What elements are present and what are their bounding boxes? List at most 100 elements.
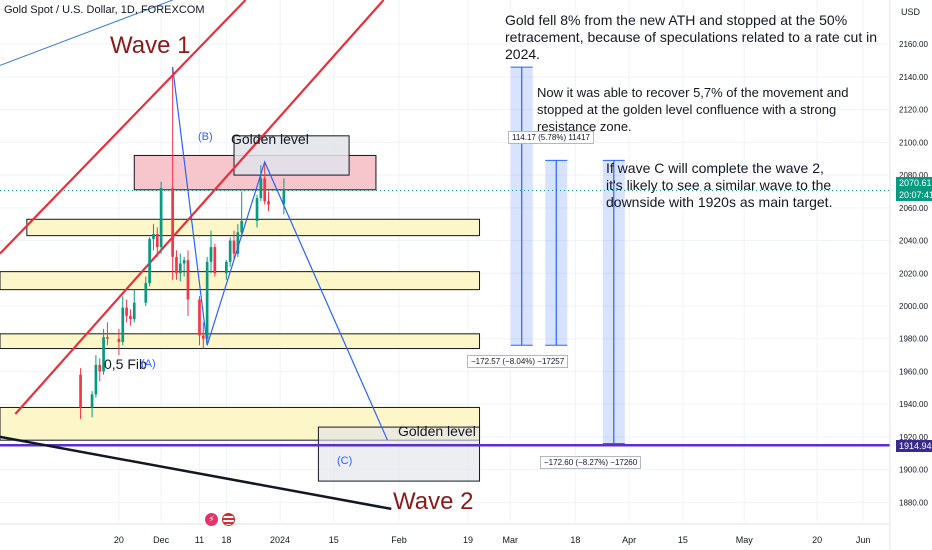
time-tick-label: 20 <box>812 535 822 545</box>
trendline-upper <box>0 0 247 255</box>
price-tick-label: 2080.00 <box>899 171 928 180</box>
candle-body <box>94 364 98 395</box>
time-tick-label: Jun <box>856 535 871 545</box>
measurement-label-1: 114.17 (5.78%) 11417 <box>508 131 594 144</box>
candle-body <box>117 338 121 342</box>
candle-body <box>152 234 155 239</box>
trendline-lower <box>14 0 385 415</box>
time-tick-label: Apr <box>622 535 636 545</box>
measurement-label-3: −172.60 (−8.27%) −17260 <box>540 456 642 469</box>
wave-lines <box>172 67 389 441</box>
candle-body <box>232 240 236 254</box>
candle-body <box>178 263 182 274</box>
candle-body <box>259 178 263 198</box>
price-tick-label: 2040.00 <box>899 237 928 246</box>
us-flag-icon[interactable] <box>222 513 235 526</box>
candle-body <box>175 256 178 274</box>
price-tick-label: 2140.00 <box>899 73 928 82</box>
support-zone-1975 <box>0 333 481 350</box>
golden-level-label-lower: Golden level <box>398 423 476 439</box>
price-tick-label: 1960.00 <box>899 367 928 376</box>
time-tick-label: 20 <box>114 535 124 545</box>
golden-level-box-upper <box>233 135 350 176</box>
price-tick-label: 1880.00 <box>899 498 928 507</box>
time-tick-label: 18 <box>221 535 231 545</box>
trendline-black <box>0 435 392 511</box>
price-tick-label: 1900.00 <box>899 466 928 475</box>
candle-body <box>209 247 213 262</box>
target-price-tag: 1914.94 <box>896 440 932 452</box>
candle-body <box>182 260 186 264</box>
time-tick-label: May <box>736 535 754 545</box>
candle-body <box>79 374 82 408</box>
price-tick-label: 2120.00 <box>899 106 928 115</box>
candle-body <box>263 178 267 202</box>
trendline-blue <box>0 0 173 66</box>
price-tick-label: 2000.00 <box>899 302 928 311</box>
chart-title: Gold Spot / U.S. Dollar, 1D, FOREXCOM <box>4 4 205 16</box>
zones <box>0 135 890 482</box>
price-axis-bg <box>890 0 932 550</box>
candle-body <box>255 198 259 221</box>
time-tick-label: 19 <box>463 535 473 545</box>
candle-body <box>148 238 151 284</box>
time-axis: 20 Dec 11 18 2024 15 Feb 19 Mar 18 Apr 15 May 20 Jun <box>0 523 890 545</box>
candle-body <box>267 201 270 205</box>
candle-body <box>155 234 159 248</box>
price-tick-label: 2020.00 <box>899 269 928 278</box>
candle-body <box>98 364 102 372</box>
price-tick-label: 2160.00 <box>899 40 928 49</box>
price-tick-label: 2060.00 <box>899 204 928 213</box>
time-tick-label: 2024 <box>270 535 290 545</box>
time-tick-label: 15 <box>329 535 339 545</box>
candle-body <box>121 307 125 342</box>
candle-body <box>198 299 201 336</box>
wave-point-a: (A) <box>141 358 156 370</box>
annotation-note-2: Now it was able to recover 5,7% of the m… <box>537 85 849 134</box>
candle-body <box>132 302 136 320</box>
time-tick-label: Mar <box>502 535 518 545</box>
wave-point-c: (C) <box>337 455 353 467</box>
candle-body <box>171 188 174 257</box>
support-zone-2048 <box>26 218 481 237</box>
annotation-note-1: Gold fell 8% from the new ATH and stoppe… <box>505 12 877 62</box>
price-tick-label: 1980.00 <box>899 335 928 344</box>
time-tick-label: 15 <box>678 535 688 545</box>
support-zone-2015 <box>0 271 481 291</box>
time-tick-label: 18 <box>570 535 580 545</box>
candle-body <box>228 240 232 262</box>
price-tick-label: 2100.00 <box>899 138 928 147</box>
candle-body <box>125 307 128 316</box>
time-tick-label: Dec <box>153 535 170 545</box>
wave-2-label: Wave 2 <box>393 488 474 515</box>
golden-level-box-lower <box>317 426 481 482</box>
candle-body <box>186 260 190 300</box>
measurement-label-2: −172.57 (−8.04%) −17257 <box>467 355 569 368</box>
candle-body <box>236 232 240 254</box>
time-tick-label: 11 <box>195 535 204 545</box>
price-tick-label: 1920.00 <box>899 433 928 442</box>
current-price-tag: 2070.61 <box>896 177 932 189</box>
candle-body <box>144 283 148 303</box>
time-tick-label: Feb <box>391 535 407 545</box>
candle-body <box>213 247 217 274</box>
candle-body <box>106 337 109 339</box>
currency-label: USD <box>901 7 921 17</box>
candle-body <box>201 335 205 339</box>
flash-icon[interactable]: ⚡ <box>205 513 218 526</box>
candle-body <box>159 188 163 248</box>
golden-level-label-upper: Golden level <box>231 131 309 147</box>
candle-body <box>282 190 286 205</box>
abc-wave-path <box>172 67 389 441</box>
candle-body <box>224 261 228 274</box>
candle-body <box>240 220 244 233</box>
fib-label: 0,5 Fib <box>104 356 147 372</box>
price-tick-label: 1940.00 <box>899 400 928 409</box>
wave-1-label: Wave 1 <box>110 32 191 59</box>
candle-body <box>90 394 94 408</box>
candle-body <box>129 315 132 320</box>
countdown-tag: 20:07:41 <box>896 189 932 201</box>
candle-body <box>102 337 105 372</box>
trend-lines <box>0 0 392 511</box>
